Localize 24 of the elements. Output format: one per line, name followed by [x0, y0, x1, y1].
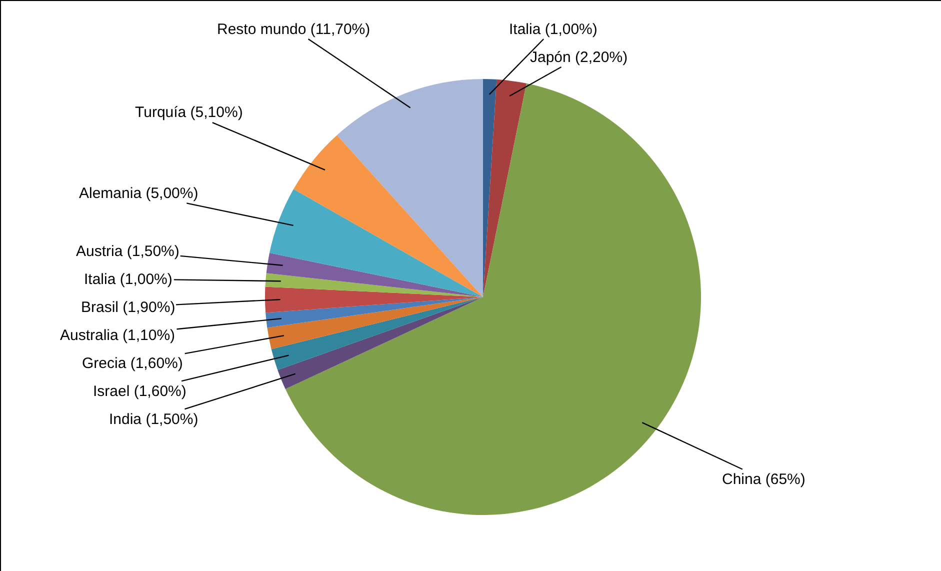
slice-label: Japón (2,20%)	[530, 49, 628, 66]
slice-label: India (1,50%)	[109, 411, 198, 428]
slice-label: Italia (1,00%)	[84, 271, 172, 288]
pie-slice	[483, 79, 526, 297]
pie-slice	[266, 252, 483, 297]
pie-slice	[267, 297, 483, 350]
slice-label: Brasil (1,90%)	[81, 299, 176, 316]
slice-label: Australia (1,10%)	[60, 327, 176, 344]
slice-label: China (65%)	[722, 471, 806, 488]
pie-slice	[294, 135, 483, 297]
slice-label: Resto mundo (11,70%)	[217, 21, 370, 38]
slice-label: Turquía (5,10%)	[135, 104, 243, 121]
pie-slice	[278, 297, 483, 390]
pie-slice	[270, 189, 483, 297]
slice-label: Grecia (1,60%)	[82, 355, 183, 372]
pie-slice	[337, 79, 483, 297]
slice-label: Austria (1,50%)	[76, 243, 180, 260]
pie-slice	[266, 297, 483, 328]
slice-label: Israel (1,60%)	[93, 383, 186, 400]
slice-label: Alemania (5,00%)	[79, 185, 198, 202]
pie-slice	[271, 297, 483, 370]
slice-label: Italia (1,00%)	[509, 21, 598, 38]
pie-slice	[285, 83, 701, 515]
pie-slice	[265, 273, 483, 297]
